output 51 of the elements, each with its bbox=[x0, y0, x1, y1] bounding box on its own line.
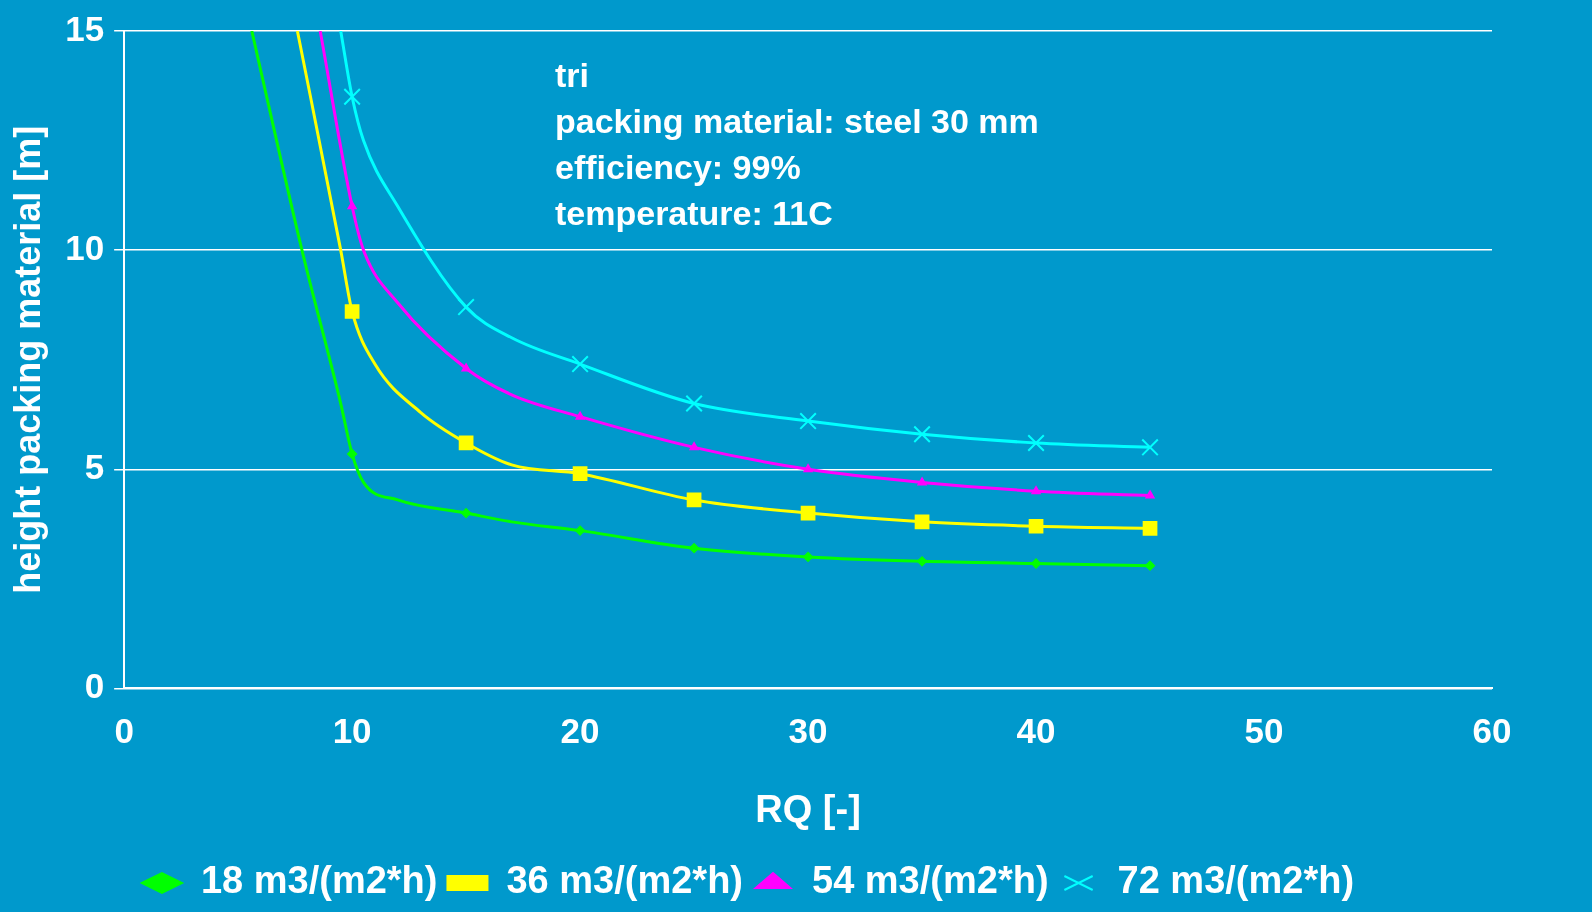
annotation: packing material: steel 30 mm bbox=[555, 102, 1039, 141]
point bbox=[347, 448, 358, 459]
y-tick-label: 0 bbox=[84, 666, 105, 706]
point bbox=[1141, 438, 1159, 457]
legend-label: 72 m3/(m2*h) bbox=[1117, 859, 1355, 902]
point bbox=[1028, 518, 1044, 534]
point bbox=[917, 477, 927, 486]
x-tick-label: 50 bbox=[1244, 711, 1284, 751]
x-tick-label: 30 bbox=[788, 711, 828, 751]
point bbox=[571, 355, 589, 373]
y-tick-label: 5 bbox=[84, 446, 105, 486]
point bbox=[1142, 521, 1158, 536]
legend-label: 54 m3/(m2*h) bbox=[812, 859, 1049, 902]
point bbox=[343, 87, 361, 106]
annotation: efficiency: 99% bbox=[555, 148, 801, 187]
point bbox=[458, 435, 474, 451]
legend-label: 36 m3/(m2*h) bbox=[506, 859, 744, 902]
annotation: temperature: 11C bbox=[555, 194, 833, 233]
point bbox=[1145, 560, 1156, 571]
point bbox=[914, 514, 930, 530]
point bbox=[689, 543, 700, 554]
legend-label: 18 m3/(m2*h) bbox=[200, 859, 438, 902]
point bbox=[803, 551, 814, 562]
point bbox=[1031, 558, 1042, 569]
point bbox=[1145, 490, 1155, 499]
point bbox=[800, 505, 816, 521]
x-tick-label: 60 bbox=[1472, 711, 1512, 751]
annotation: tri bbox=[555, 56, 589, 95]
point bbox=[685, 394, 703, 413]
point bbox=[461, 508, 472, 519]
point bbox=[344, 304, 360, 319]
x-axis-title: RQ [-] bbox=[755, 787, 861, 830]
point bbox=[803, 464, 813, 473]
point bbox=[1031, 486, 1041, 495]
y-axis-title: height packing material [m] bbox=[6, 125, 48, 594]
y-tick-label: 10 bbox=[65, 227, 105, 267]
x-tick-label: 0 bbox=[114, 711, 134, 751]
point bbox=[1027, 434, 1045, 452]
point bbox=[686, 492, 702, 508]
x-tick-label: 20 bbox=[560, 711, 600, 751]
point bbox=[575, 411, 585, 420]
x-tick-label: 40 bbox=[1016, 711, 1056, 751]
point bbox=[799, 412, 817, 430]
point bbox=[913, 425, 931, 443]
point bbox=[347, 201, 357, 210]
point bbox=[689, 442, 699, 451]
y-tick-label: 15 bbox=[65, 8, 105, 48]
point bbox=[461, 363, 471, 372]
point bbox=[575, 525, 586, 536]
x-tick-label: 10 bbox=[332, 711, 372, 751]
point bbox=[572, 466, 588, 482]
